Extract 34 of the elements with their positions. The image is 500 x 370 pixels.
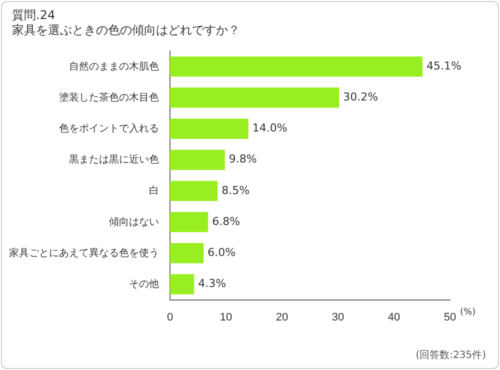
x-tick-label: 0 xyxy=(166,311,174,324)
data-label: 14.0% xyxy=(252,122,288,135)
chart-subtitle: 家具を選ぶときの色の傾向はどれですか？ xyxy=(12,23,240,38)
bar xyxy=(170,180,218,202)
x-tick-label: 20 xyxy=(276,311,288,324)
y-tick-label: 自然のままの木肌色 xyxy=(69,60,159,72)
bar xyxy=(170,88,340,108)
data-label: 45.1% xyxy=(426,59,462,72)
data-label: 6.0% xyxy=(208,246,236,260)
data-label: 8.5% xyxy=(222,184,250,197)
y-tick-label: 白 xyxy=(149,184,159,197)
text: 質問.24 xyxy=(12,8,56,23)
bar xyxy=(170,150,225,170)
bar xyxy=(170,274,194,294)
data-label: 9.8% xyxy=(228,152,257,166)
y-tick-label: 傾向はない xyxy=(109,216,159,228)
y-tick-label: 色をポイントで入れる xyxy=(59,122,159,134)
text: (回答数:235件) xyxy=(416,349,486,362)
x-tick-label: 30 xyxy=(332,311,344,324)
bar xyxy=(170,212,208,232)
bar xyxy=(170,118,248,139)
x-axis-title: (%) xyxy=(460,308,476,318)
data-label: 4.3% xyxy=(198,277,226,290)
x-tick-label: 10 xyxy=(220,311,232,324)
data-label: 6.8% xyxy=(212,214,240,228)
y-tick-label: 塗装した茶色の木目色 xyxy=(59,91,159,104)
x-tick-label: 40 xyxy=(388,311,400,324)
data-label: 30.2% xyxy=(343,90,378,104)
y-tick-label: 家具ごとにあえて異なる色を使う xyxy=(9,246,159,259)
y-tick-label: 黒または黒に近い色 xyxy=(69,154,159,166)
bar xyxy=(170,56,423,77)
y-tick-label: その他 xyxy=(129,278,159,290)
x-tick-label: 50 xyxy=(444,311,456,324)
bar xyxy=(170,243,204,264)
